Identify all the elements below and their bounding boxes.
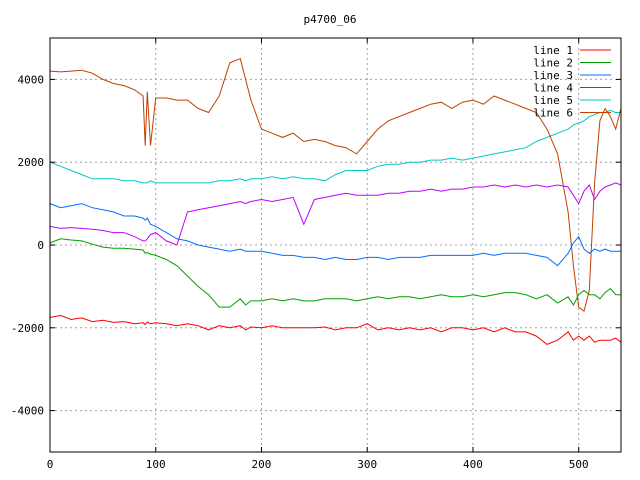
axis-labels: 0 100 200 300 400 500 -4000 -2000 0 2000 4000 <box>11 38 621 471</box>
chart-title: p4700_06 <box>304 13 357 26</box>
series-line-4 <box>49 182 622 246</box>
series-line-1 <box>49 314 622 345</box>
legend-label-4: line 4 <box>533 82 573 95</box>
y-tick-label: 0 <box>37 239 44 252</box>
legend-label-5: line 5 <box>533 94 573 107</box>
y-tick-label: -4000 <box>11 405 44 418</box>
x-tick-label: 100 <box>146 458 166 471</box>
series-layer <box>49 58 622 345</box>
legend-label-3: line 3 <box>533 69 573 82</box>
legend-label-6: line 6 <box>533 107 573 120</box>
grid-layer <box>50 38 621 452</box>
x-tick-label: 200 <box>252 458 272 471</box>
x-tick-label: 300 <box>357 458 377 471</box>
y-tick-label: -2000 <box>11 322 44 335</box>
series-line-5 <box>49 109 621 184</box>
y-tick-label: 2000 <box>18 156 45 169</box>
series-line-6 <box>49 58 622 313</box>
legend-label-2: line 2 <box>533 57 573 70</box>
series-line-3 <box>49 203 621 267</box>
x-tick-label: 0 <box>47 458 54 471</box>
legend-label-1: line 1 <box>533 44 573 57</box>
y-tick-label: 4000 <box>18 73 45 86</box>
x-tick-label: 500 <box>569 458 589 471</box>
series-line-2 <box>49 238 621 308</box>
x-tick-label: 400 <box>463 458 483 471</box>
